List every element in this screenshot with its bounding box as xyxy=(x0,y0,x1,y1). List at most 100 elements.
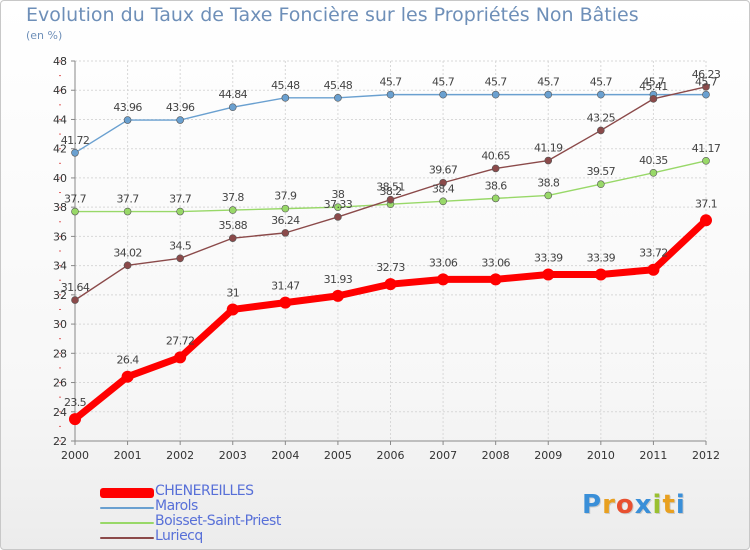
proxiti-logo: Proxiti xyxy=(582,490,686,520)
data-point-boisset-saint-priest xyxy=(176,207,184,216)
logo-letter: r xyxy=(602,490,616,520)
data-point-luriecq xyxy=(491,164,500,173)
data-label-marols: 44.84 xyxy=(219,88,248,101)
data-label-boisset-saint-priest: 37.8 xyxy=(222,191,245,204)
data-point-marols xyxy=(228,103,237,111)
data-label-marols: 45.7 xyxy=(485,76,508,89)
data-point-chenereilles xyxy=(384,278,397,291)
data-label-marols: 43.96 xyxy=(113,101,142,114)
data-point-boisset-saint-priest xyxy=(544,191,553,200)
data-label-luriecq: 37.33 xyxy=(324,198,353,211)
legend-swatch xyxy=(100,537,154,539)
data-label-boisset-saint-priest: 40.35 xyxy=(639,154,668,167)
data-label-marols: 45.48 xyxy=(324,79,353,92)
data-point-chenereilles xyxy=(331,289,344,302)
data-point-boisset-saint-priest xyxy=(281,204,290,213)
x-tick-label: 2002 xyxy=(166,449,194,462)
legend-label: Boisset-Saint-Priest xyxy=(155,513,281,529)
data-label-chenereilles: 33.39 xyxy=(534,252,563,265)
data-label-marols: 45.7 xyxy=(695,76,718,89)
data-point-chenereilles xyxy=(226,303,239,316)
data-label-boisset-saint-priest: 38.2 xyxy=(379,185,401,198)
data-point-marols xyxy=(597,90,605,99)
data-point-luriecq xyxy=(281,229,290,237)
data-point-marols xyxy=(334,94,342,102)
x-tick-label: 2007 xyxy=(429,449,457,462)
data-label-luriecq: 40.65 xyxy=(481,149,510,162)
data-points xyxy=(69,83,712,426)
data-label-boisset-saint-priest: 39.57 xyxy=(587,165,616,178)
data-point-chenereilles xyxy=(647,263,660,276)
data-point-marols xyxy=(123,116,132,124)
data-label-chenereilles: 33.39 xyxy=(587,252,616,265)
data-label-marols: 45.7 xyxy=(642,76,665,89)
legend-swatch xyxy=(100,488,154,498)
data-point-chenereilles xyxy=(542,268,555,281)
data-point-marols xyxy=(439,90,447,99)
data-label-luriecq: 34.5 xyxy=(169,239,192,252)
data-label-chenereilles: 33.06 xyxy=(429,256,458,269)
data-label-luriecq: 39.67 xyxy=(429,164,458,177)
data-point-chenereilles xyxy=(121,370,134,383)
legend-swatch xyxy=(100,522,154,524)
data-point-boisset-saint-priest xyxy=(649,169,658,177)
data-point-boisset-saint-priest xyxy=(123,207,132,216)
data-label-chenereilles: 23.5 xyxy=(64,396,87,409)
data-label-boisset-saint-priest: 37.7 xyxy=(169,193,192,206)
data-point-boisset-saint-priest xyxy=(228,206,237,214)
data-point-marols xyxy=(281,94,290,102)
data-label-luriecq: 41.19 xyxy=(534,142,563,155)
data-label-chenereilles: 31.47 xyxy=(271,280,300,293)
logo-letter: o xyxy=(615,490,635,520)
data-point-luriecq xyxy=(702,83,710,91)
data-point-marols xyxy=(386,90,395,99)
data-label-chenereilles: 31.93 xyxy=(324,273,353,286)
x-tick-label: 2000 xyxy=(61,449,89,462)
data-label-luriecq: 38.51 xyxy=(376,181,405,194)
data-point-boisset-saint-priest xyxy=(439,197,447,206)
logo-letter: i xyxy=(675,490,686,520)
data-label-luriecq: 46.23 xyxy=(692,68,721,81)
data-label-marols: 45.7 xyxy=(432,76,455,89)
data-point-chenereilles xyxy=(594,268,607,281)
legend-label: Marols xyxy=(155,498,198,514)
data-point-boisset-saint-priest xyxy=(597,180,605,189)
data-point-luriecq xyxy=(228,234,237,242)
data-label-chenereilles: 27.72 xyxy=(166,334,195,347)
data-label-marols: 45.7 xyxy=(379,76,402,89)
data-point-marols xyxy=(71,148,79,157)
x-tick-label: 2012 xyxy=(692,449,720,462)
data-label-marols: 45.48 xyxy=(271,79,300,92)
axes: 2000 2001 2002 2003 2004 2005 2006 2007 2008 2009… xyxy=(53,55,720,462)
x-tick-label: 2001 xyxy=(114,449,142,462)
data-label-marols: 45.7 xyxy=(590,76,613,89)
data-point-luriecq xyxy=(439,178,447,187)
data-point-chenereilles xyxy=(437,273,450,286)
data-label-chenereilles: 26.4 xyxy=(117,354,140,367)
x-tick-label: 2005 xyxy=(324,449,352,462)
data-label-luriecq: 31.64 xyxy=(61,281,90,294)
data-label-boisset-saint-priest: 38.4 xyxy=(432,182,455,195)
data-point-luriecq xyxy=(334,213,342,221)
data-point-luriecq xyxy=(123,261,132,270)
data-label-boisset-saint-priest: 38.8 xyxy=(537,176,560,189)
data-label-luriecq: 43.25 xyxy=(587,111,616,124)
grid-lines xyxy=(74,60,707,442)
data-label-marols: 41.72 xyxy=(61,134,90,147)
data-label-boisset-saint-priest: 38.6 xyxy=(485,179,508,192)
data-point-boisset-saint-priest xyxy=(334,203,342,211)
data-point-chenereilles xyxy=(69,413,81,426)
chart-subtitle: (en %) xyxy=(26,29,63,42)
x-tick-label: 2011 xyxy=(639,449,667,462)
x-tick-label: 2009 xyxy=(534,449,562,462)
x-tick-label: 2006 xyxy=(377,449,405,462)
data-label-luriecq: 36.24 xyxy=(271,214,300,227)
data-point-marols xyxy=(176,116,184,124)
chart-title: Evolution du Taux de Taxe Foncière sur l… xyxy=(26,4,639,26)
logo-letter: i xyxy=(652,490,663,520)
data-label-chenereilles: 31 xyxy=(226,286,239,299)
data-label-marols: 45.7 xyxy=(537,76,560,89)
data-point-marols xyxy=(544,90,553,99)
